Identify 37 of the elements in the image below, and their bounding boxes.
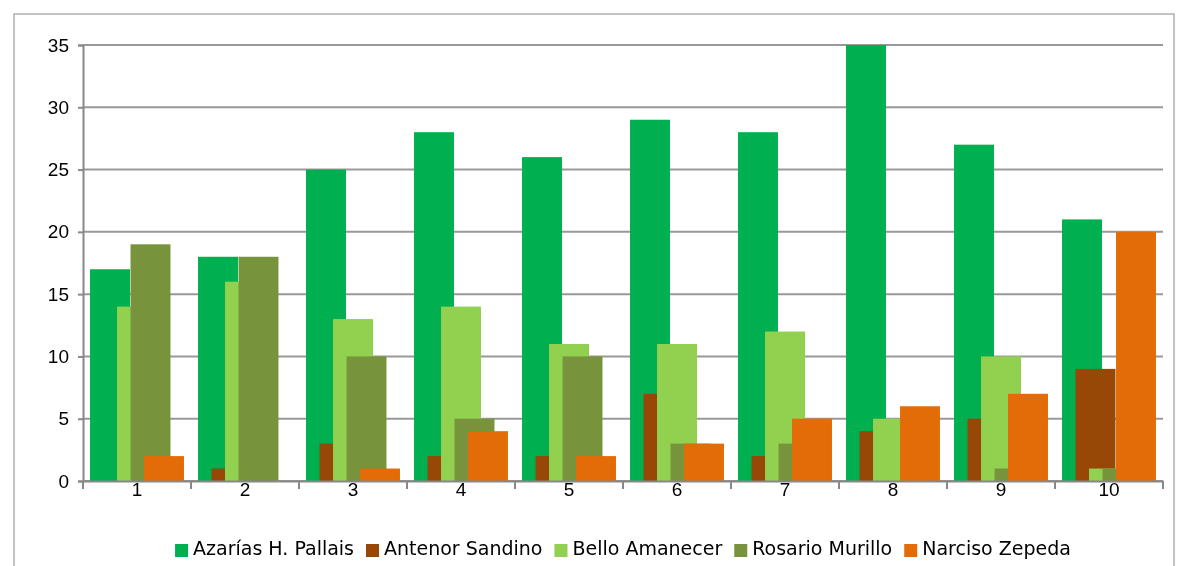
bar [684, 443, 724, 481]
x-tick-label: 4 [455, 479, 467, 500]
bar [468, 431, 508, 481]
bar [1008, 393, 1048, 481]
legend-label: Narciso Zepeda [922, 537, 1071, 559]
legend-label: Antenor Sandino [384, 537, 543, 559]
y-tick-label: 30 [47, 96, 69, 118]
legend-label: Rosario Murillo [752, 537, 893, 559]
bar [792, 418, 832, 481]
x-tick-label: 1 [131, 479, 143, 500]
y-tick-label: 20 [47, 221, 69, 243]
x-tick-label: 7 [779, 479, 791, 500]
bar [144, 456, 184, 481]
y-tick-label: 35 [47, 34, 69, 56]
bar [576, 456, 616, 481]
x-tick-label: 9 [995, 479, 1007, 500]
x-tick-label: 8 [887, 479, 899, 500]
x-tick-label: 5 [563, 479, 575, 500]
bar [360, 468, 400, 481]
bar [1075, 368, 1116, 481]
bar [238, 256, 279, 481]
y-tick-label: 25 [47, 159, 69, 181]
bar [1116, 231, 1156, 481]
bar [346, 356, 387, 481]
bar [130, 244, 171, 481]
legend-label: Bello Amanecer [572, 537, 723, 559]
x-tick-label: 10 [1098, 479, 1120, 500]
x-tick-label: 3 [347, 479, 359, 500]
legend-label: Azarías H. Pallais [193, 537, 355, 559]
x-tick-label: 6 [671, 479, 683, 500]
bar [846, 45, 886, 481]
bar [900, 406, 940, 481]
y-tick-label: 15 [47, 283, 69, 305]
x-tick-label: 2 [239, 479, 251, 500]
y-tick-label: 5 [58, 408, 69, 430]
y-tick-label: 0 [58, 470, 69, 492]
y-tick-label: 10 [47, 346, 69, 368]
